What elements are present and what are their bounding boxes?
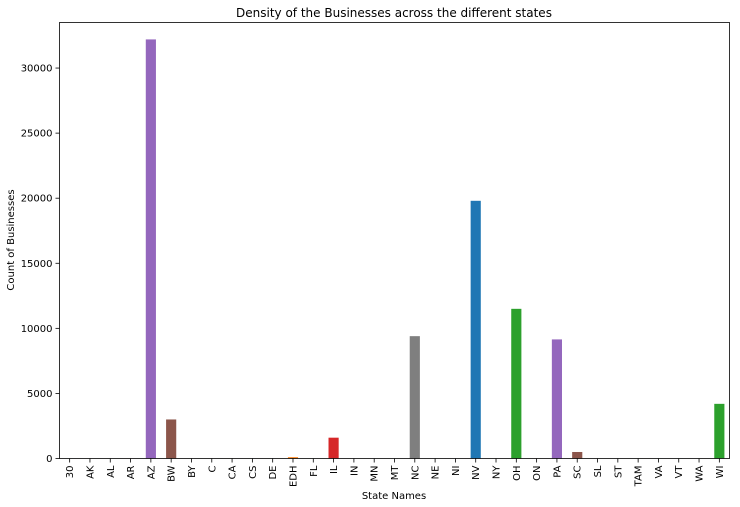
- x-tick-label: AR: [126, 465, 137, 479]
- x-tick-label: ON: [532, 466, 543, 481]
- x-tick-label: ST: [613, 465, 624, 478]
- x-tick-label: NY: [492, 465, 503, 479]
- bar-edh: [287, 457, 299, 459]
- plot-frame: [59, 22, 730, 459]
- x-tick-label: DE: [268, 466, 279, 480]
- x-axis-label: State Names: [362, 491, 426, 502]
- x-tick-label: BW: [167, 465, 178, 482]
- x-tick-label: NE: [431, 466, 442, 480]
- bar-bw: [166, 419, 177, 459]
- bar-il: [328, 437, 339, 459]
- x-tick-label: C: [207, 465, 218, 472]
- y-axis-label: Count of Businesses: [6, 189, 17, 290]
- x-tick-label: VA: [654, 465, 665, 478]
- x-tick-label: MT: [390, 465, 401, 481]
- x-tick-label: EDH: [288, 466, 299, 488]
- x-tick-label: IL: [329, 465, 340, 474]
- x-tick-label: SC: [573, 465, 584, 478]
- y-tick-label: 10000: [21, 324, 53, 335]
- x-tick-label: NI: [451, 466, 462, 476]
- y-tick-label: 0: [46, 454, 52, 465]
- bar-nc: [409, 336, 420, 459]
- x-tick-label: FL: [309, 465, 320, 477]
- x-tick-label: PA: [552, 465, 563, 477]
- chart-title: Density of the Businesses across the dif…: [236, 6, 552, 20]
- x-tick-label: CA: [228, 465, 239, 479]
- y-axis: 0 5000 10000 15000 20000 25000 30000: [21, 64, 60, 465]
- x-axis: 30 AK AL AR AZ BW BY C CA CS DE EDH FL IL IN MN MT NC NE NI…: [65, 458, 726, 488]
- bar-sc: [572, 451, 583, 459]
- x-tick-label: TAM: [634, 466, 645, 488]
- x-tick-label: 30: [65, 466, 76, 479]
- x-tick-label: AZ: [146, 465, 157, 479]
- bar-pa: [551, 339, 562, 459]
- bar-nv: [470, 200, 481, 459]
- x-tick-label: BY: [187, 465, 198, 478]
- x-tick-label: CS: [248, 466, 259, 479]
- plot-area: [64, 39, 725, 459]
- x-tick-label: IN: [349, 466, 360, 476]
- y-tick-label: 30000: [21, 64, 53, 75]
- bar-az: [145, 39, 156, 459]
- bar-oh: [511, 308, 522, 459]
- x-tick-label: NC: [410, 465, 421, 479]
- x-tick-label: MN: [370, 466, 381, 482]
- y-tick-label: 20000: [21, 194, 53, 205]
- x-tick-label: VT: [674, 465, 685, 479]
- x-tick-label: OH: [512, 466, 523, 481]
- x-tick-label: WA: [695, 465, 706, 481]
- y-tick-label: 5000: [27, 389, 52, 400]
- x-tick-label: NV: [471, 465, 482, 479]
- x-tick-label: SL: [593, 465, 604, 477]
- y-tick-label: 25000: [21, 129, 53, 140]
- x-tick-label: AL: [106, 465, 117, 478]
- y-tick-label: 15000: [21, 259, 53, 270]
- x-tick-label: WI: [715, 466, 726, 479]
- bar-wi: [714, 403, 725, 459]
- x-tick-label: AK: [85, 465, 96, 479]
